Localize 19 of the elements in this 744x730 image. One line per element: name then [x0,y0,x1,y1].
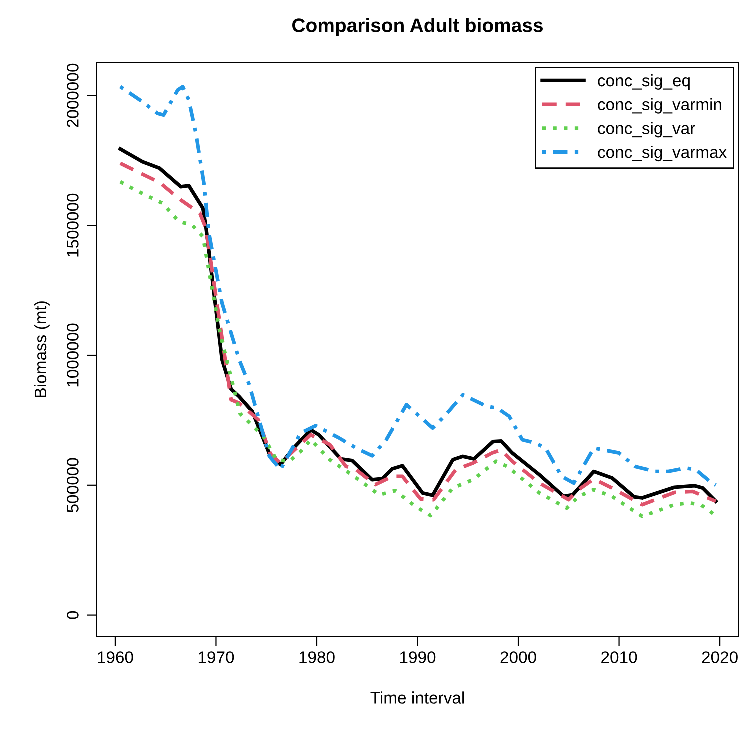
chart-title: Comparison Adult biomass [292,18,544,36]
y-tick-label: 500000 [67,458,79,513]
x-tick-label: 1980 [300,652,335,664]
x-tick-label: 1960 [98,652,134,664]
legend-label: conc_sig_varmin [598,98,722,114]
x-tick-label: 2000 [500,652,536,664]
y-axis-title: Biomass (mt) [34,302,50,398]
x-tick-label: 2020 [702,652,738,664]
legend-label: conc_sig_eq [598,74,690,90]
y-tick-label: 1500000 [67,194,79,257]
legend-label: conc_sig_varmax [598,146,727,162]
y-tick-label: 1000000 [67,324,79,387]
y-tick-label: 2000000 [67,64,79,128]
y-tick-label: 0 [67,611,79,620]
x-tick-label: 1970 [198,652,234,664]
x-tick-label: 2010 [602,652,638,664]
x-axis-title: Time interval [370,692,464,704]
x-tick-label: 1990 [400,652,436,664]
legend-label: conc_sig_var [598,122,696,138]
